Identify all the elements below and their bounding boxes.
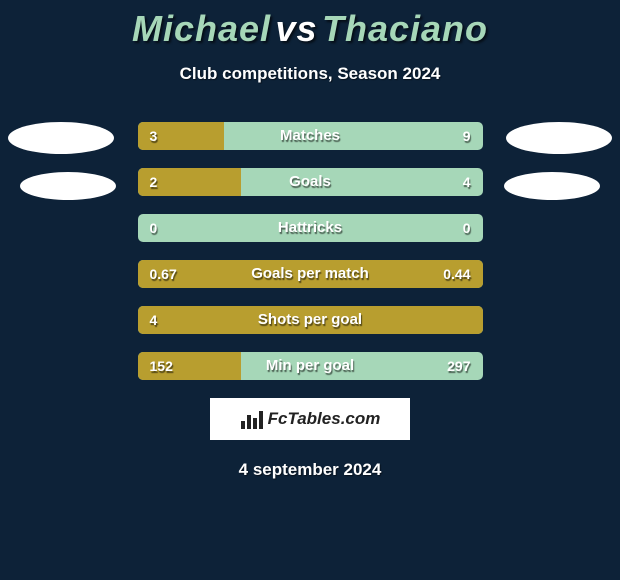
stat-row: 3Matches9 [138, 122, 483, 150]
player1-emblem-bottom [20, 172, 116, 200]
stat-value-player2: 297 [447, 352, 470, 380]
stat-fill-player1 [138, 168, 242, 196]
stat-value-player2: 9 [463, 122, 471, 150]
brand-text: FcTables.com [268, 409, 381, 429]
stats-area: 3Matches9 2Goals4 0Hattricks0 0.67Goals per… [0, 122, 620, 380]
stat-row: 0.67Goals per match0.44 [138, 260, 483, 288]
date-text: 4 september 2024 [0, 460, 620, 480]
stat-fill-player1 [138, 122, 224, 150]
player2-name: Thaciano [322, 8, 488, 49]
stat-value-player2: 0 [463, 214, 471, 242]
stat-value-player1: 0 [150, 214, 158, 242]
stat-value-player2: 4 [463, 168, 471, 196]
player2-emblem-top [506, 122, 612, 154]
subtitle: Club competitions, Season 2024 [0, 64, 620, 84]
brand-badge: FcTables.com [210, 398, 410, 440]
stat-row: 152Min per goal297 [138, 352, 483, 380]
stat-label: Hattricks [138, 214, 483, 242]
stat-fill-player1 [138, 306, 483, 334]
player1-name: Michael [132, 8, 271, 49]
stat-row: 2Goals4 [138, 168, 483, 196]
player2-emblem-bottom [504, 172, 600, 200]
brand-bars-icon [240, 409, 264, 429]
stat-fill-player1 [138, 352, 242, 380]
stat-row: 4Shots per goal [138, 306, 483, 334]
stat-row: 0Hattricks0 [138, 214, 483, 242]
player1-emblem-top [8, 122, 114, 154]
vs-text: vs [275, 8, 317, 49]
title-row: Michael vs Thaciano [0, 0, 620, 50]
stat-fill-player1 [138, 260, 483, 288]
